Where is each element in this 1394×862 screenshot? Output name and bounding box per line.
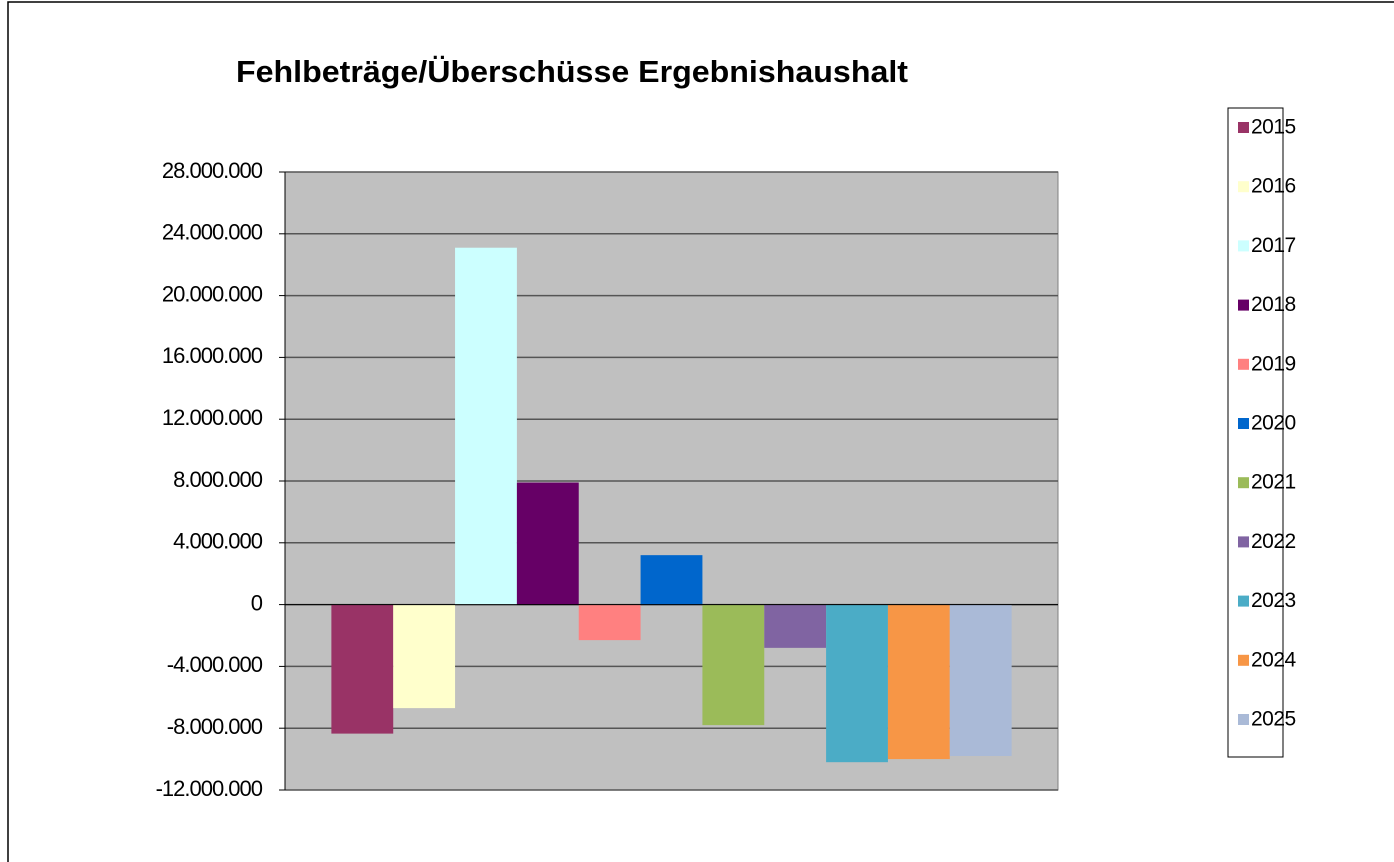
- y-tick-label: 4.000.000: [173, 529, 263, 554]
- bar: [764, 604, 827, 648]
- legend-swatch: [1238, 477, 1249, 489]
- chart-title: Fehlbeträge/Überschüsse Ergebnishaushalt: [236, 54, 908, 89]
- legend-swatch: [1238, 358, 1249, 370]
- legend-swatch: [1238, 240, 1249, 252]
- legend-swatch: [1238, 299, 1249, 311]
- y-tick-label: 20.000.000: [162, 281, 263, 306]
- bar: [640, 555, 703, 605]
- bar: [702, 604, 765, 726]
- y-tick-label: -4.000.000: [167, 652, 263, 677]
- legend-label: 2018: [1251, 293, 1296, 316]
- bar: [887, 604, 950, 760]
- y-tick-label: -8.000.000: [167, 714, 263, 739]
- bar: [455, 247, 517, 605]
- y-tick-label: 16.000.000: [162, 343, 263, 368]
- legend-label: 2022: [1251, 530, 1296, 553]
- bar: [949, 604, 1012, 757]
- bar: [393, 604, 456, 709]
- y-tick-label: 12.000.000: [162, 405, 263, 430]
- legend-swatch: [1238, 536, 1249, 548]
- legend-label: 2021: [1251, 471, 1296, 494]
- bar: [331, 604, 394, 734]
- bar: [516, 482, 579, 605]
- legend-label: 2017: [1251, 234, 1296, 257]
- legend-label: 2020: [1251, 412, 1296, 435]
- legend-label: 2019: [1251, 352, 1296, 375]
- legend-label: 2024: [1251, 648, 1297, 671]
- legend-swatch: [1238, 181, 1249, 193]
- bar: [578, 604, 641, 641]
- legend-label: 2015: [1251, 116, 1296, 139]
- legend-swatch: [1238, 595, 1249, 607]
- legend-swatch: [1238, 122, 1249, 133]
- legend-swatch: [1238, 654, 1249, 666]
- y-tick-label: 28.000.000: [162, 158, 263, 183]
- bar: [826, 604, 888, 763]
- legend-label: 2016: [1251, 175, 1296, 198]
- legend-label: 2023: [1251, 589, 1296, 612]
- y-tick-label: 8.000.000: [173, 467, 263, 492]
- y-tick-label: 0: [251, 590, 263, 615]
- legend-swatch: [1238, 418, 1249, 429]
- legend-swatch: [1238, 714, 1249, 725]
- y-tick-label: -12.000.000: [156, 776, 263, 801]
- y-tick-label: 24.000.000: [162, 220, 263, 245]
- legend-label: 2025: [1251, 708, 1296, 731]
- legend-box: [1227, 107, 1284, 758]
